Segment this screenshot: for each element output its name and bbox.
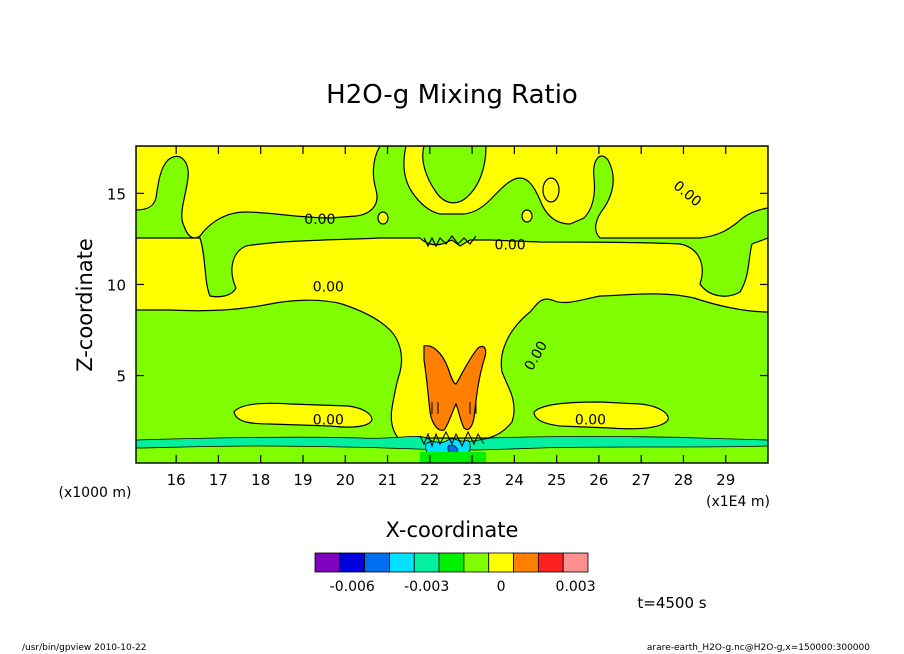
x-tick-label: 23 bbox=[463, 471, 482, 489]
y-tick-label: 15 bbox=[107, 185, 126, 203]
y-axis-label: Z-coordinate bbox=[73, 238, 97, 372]
colorbar-tick-label: 0 bbox=[497, 579, 506, 595]
colorbar-swatch bbox=[389, 552, 415, 573]
colorbar-swatch bbox=[463, 552, 490, 573]
contour-label: 0.00 bbox=[575, 412, 606, 428]
contour-label: 0.00 bbox=[313, 279, 344, 295]
footer-right: arare-earth_H2O-g.nc@H2O-g,x=150000:3000… bbox=[647, 643, 870, 653]
colorbar-labels: -0.006 -0.003 0 0.003 bbox=[330, 579, 596, 595]
colorbar-tick-label: 0.003 bbox=[556, 579, 596, 595]
positive-blob-1 bbox=[377, 211, 389, 225]
x-tick-label: 20 bbox=[336, 471, 355, 489]
colorbar-swatch bbox=[488, 552, 514, 573]
colorbar-swatch bbox=[513, 552, 539, 573]
x-tick-label: 17 bbox=[209, 471, 228, 489]
time-annotation: t=4500 s bbox=[637, 594, 706, 612]
contour-field bbox=[136, 146, 768, 463]
x-tick-label: 25 bbox=[547, 471, 566, 489]
contour-label: 0.00 bbox=[313, 412, 344, 428]
positive-region-top-small1 bbox=[422, 146, 487, 204]
jagged-contour-top bbox=[423, 235, 477, 248]
chart-title: H2O-g Mixing Ratio bbox=[326, 80, 578, 110]
colorbar-swatch bbox=[413, 552, 440, 573]
colorbar-swatch bbox=[364, 552, 390, 573]
positive-blob-3 bbox=[542, 177, 560, 203]
x-tick-label: 19 bbox=[293, 471, 312, 489]
colorbar bbox=[314, 552, 589, 573]
colorbar-swatch bbox=[314, 552, 341, 573]
colorbar-swatch bbox=[339, 552, 366, 573]
x-tick-label: 27 bbox=[632, 471, 651, 489]
surface-dark-strip bbox=[420, 452, 486, 463]
jagged-contour-bottom bbox=[419, 430, 485, 448]
plot-frame bbox=[135, 145, 769, 464]
colorbar-tick-label: -0.003 bbox=[404, 579, 449, 595]
tick-marks-lower bbox=[431, 402, 477, 414]
y-tick-label: 5 bbox=[116, 368, 126, 386]
x-tick-label: 18 bbox=[251, 471, 270, 489]
x-tick-label: 22 bbox=[420, 471, 439, 489]
y-tick-label: 10 bbox=[107, 276, 126, 294]
colorbar-swatch bbox=[562, 552, 589, 573]
y-unit-label: (x1000 m) bbox=[59, 485, 132, 501]
positive-region-lower-left bbox=[233, 402, 373, 428]
x-unit-label: (x1E4 m) bbox=[706, 494, 770, 510]
colorbar-swatch bbox=[537, 552, 564, 573]
positive-region-plume bbox=[136, 237, 768, 441]
colorbar-swatch bbox=[438, 552, 465, 573]
positive-blob-2 bbox=[521, 209, 533, 223]
footer-left: /usr/bin/gpview 2010-10-22 bbox=[22, 643, 146, 653]
contour-label: 0.00 bbox=[495, 237, 526, 253]
x-tick-label: 29 bbox=[716, 471, 735, 489]
x-tick-label: 26 bbox=[589, 471, 608, 489]
x-axis-label: X-coordinate bbox=[386, 518, 519, 542]
y-axis: 5 10 15 bbox=[107, 185, 768, 386]
low-region-center-2 bbox=[447, 444, 459, 454]
colorbar-tick-label: -0.006 bbox=[330, 579, 375, 595]
x-tick-label: 21 bbox=[378, 471, 397, 489]
contour-label: 0.00 bbox=[304, 212, 335, 228]
x-tick-label: 24 bbox=[505, 471, 524, 489]
x-axis: 16 17 18 19 20 21 22 23 24 25 26 27 28 29 bbox=[167, 146, 735, 489]
x-tick-label: 28 bbox=[674, 471, 693, 489]
x-tick-label: 16 bbox=[167, 471, 186, 489]
positive-region-lower-right bbox=[533, 401, 669, 430]
